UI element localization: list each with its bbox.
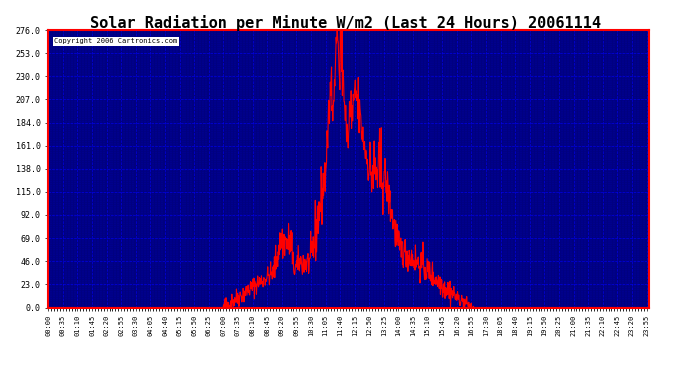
Text: Copyright 2006 Cartronics.com: Copyright 2006 Cartronics.com	[55, 38, 177, 44]
Text: Solar Radiation per Minute W/m2 (Last 24 Hours) 20061114: Solar Radiation per Minute W/m2 (Last 24…	[90, 15, 600, 31]
